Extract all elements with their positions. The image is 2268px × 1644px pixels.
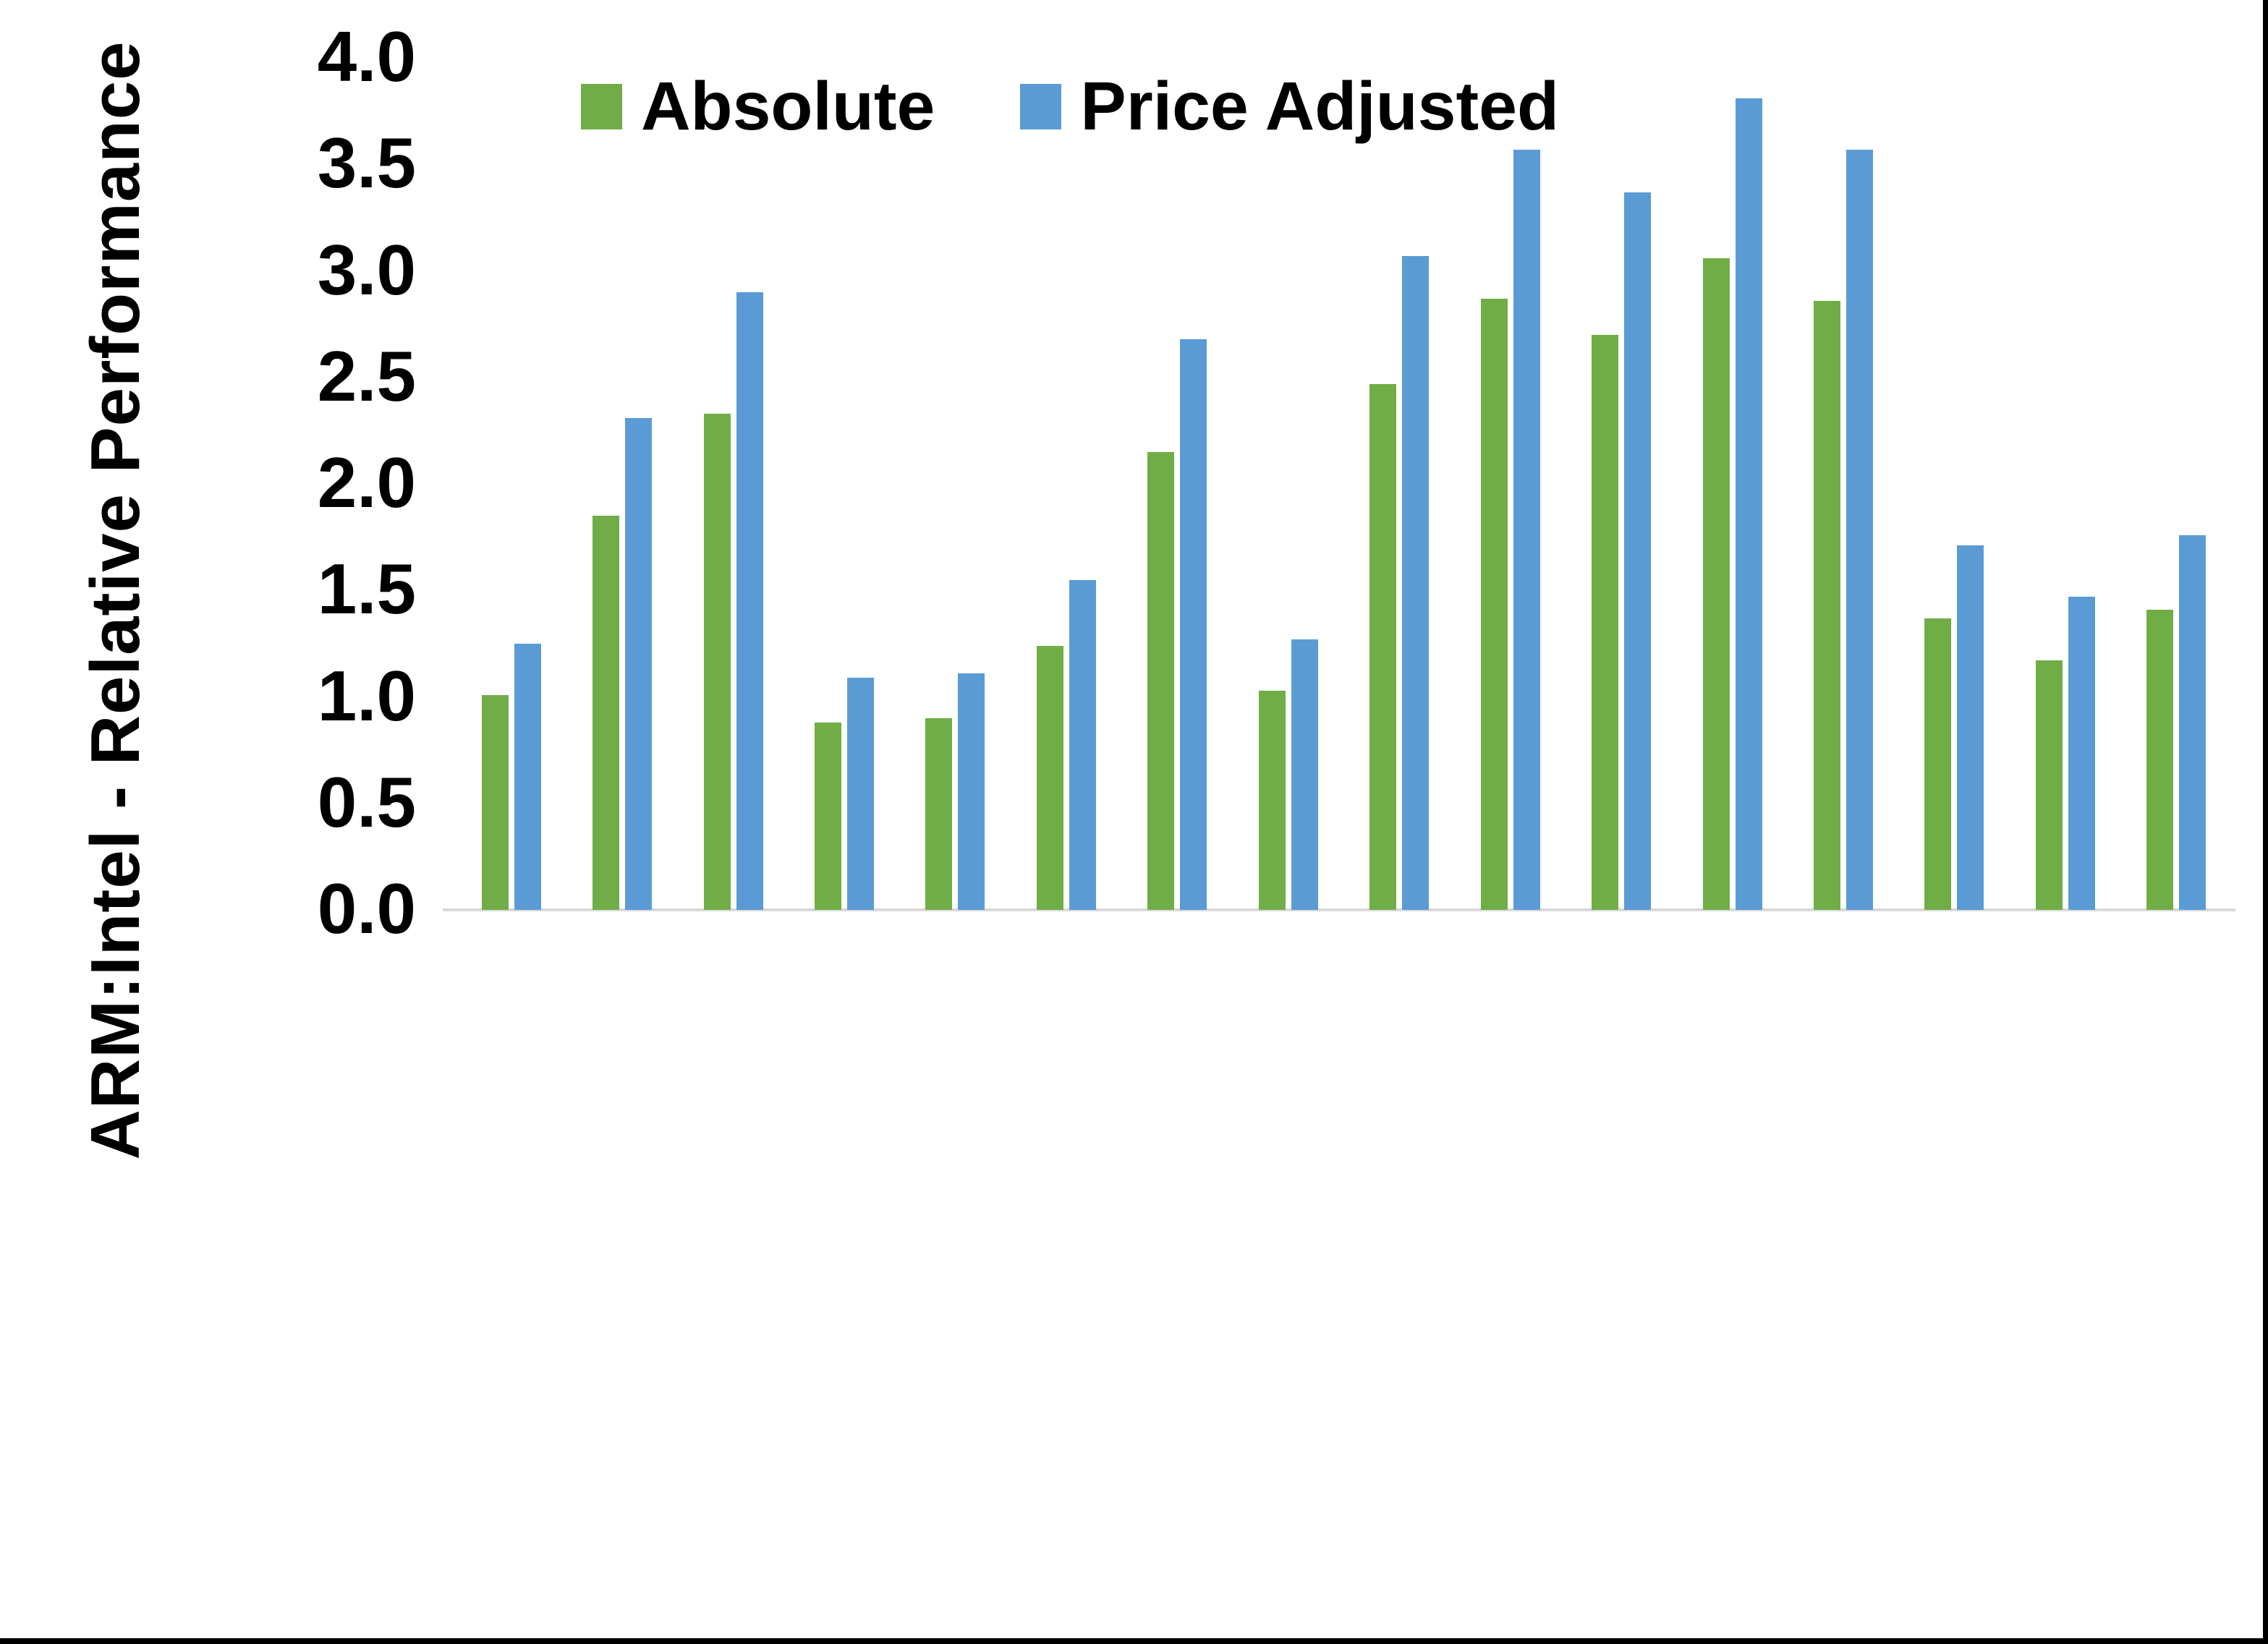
bar-absolute-pgzip-best-speed [1369,383,1397,910]
bar-absolute-zstd-fastest [2146,609,2174,910]
bar-absolute-s2-parallel-8 [1813,300,1840,910]
bar-group-s2-better [1455,58,1566,910]
bar-group-s2-default [1566,58,1676,910]
plot-area [456,58,2232,910]
bar-absolute-s2-parallel-4 [1702,257,1730,910]
bar-price-adjusted-zstd [1957,545,1984,910]
bar-price-adjusted-s2-parallel-8 [1846,149,1873,910]
bar-group-deflate-default [678,58,789,910]
bar-group-pgzip [1122,58,1233,910]
bar-absolute-pgzip [1147,451,1175,910]
bar-absolute-deflate-best-speed [593,516,620,910]
bar-group-gzip-best-speed [1011,58,1121,910]
bar-absolute-deflate-best-compression [481,694,509,910]
bar-group-pgzip-best-speed [1344,58,1455,910]
legend-label: Absolute [640,68,935,145]
y-tick-label-3.0: 3.0 [317,229,416,310]
bar-absolute-deflate-default [703,413,731,910]
x-axis-line [443,908,2235,911]
bar-price-adjusted-s2-better [1513,149,1540,910]
y-tick-label-4.0: 4.0 [317,17,416,97]
bar-absolute-s2-better [1480,298,1508,910]
legend-item-price-adjusted: Price Adjusted [1020,72,1559,141]
legend-swatch-icon [1020,84,1062,129]
bar-price-adjusted-deflate-best-compression [514,643,541,910]
bar-price-adjusted-zstd-fastest [2179,534,2207,910]
bar-group-s2-parallel-8 [1788,58,1898,910]
bar-price-adjusted-pgzip-best-compression [1291,639,1318,910]
legend-item-absolute: Absolute [580,68,935,145]
bar-price-adjusted-deflate-best-speed [625,417,653,910]
bar-absolute-pgzip-best-compression [1258,690,1286,910]
y-tick-label-0.5: 0.5 [317,762,416,842]
bar-group-zstd-better-compression [2010,58,2120,910]
legend-label: Price Adjusted [1080,68,1560,145]
bar-price-adjusted-pgzip [1180,338,1207,910]
bar-group-deflate-best-compression [456,58,566,910]
legend-swatch-icon [580,84,622,129]
bar-group-deflate-best-speed [566,58,677,910]
y-tick-label-1.0: 1.0 [317,655,416,736]
bar-group-pgzip-best-compression [1233,58,1343,910]
bar-absolute-gzip-best-compression [925,717,953,910]
bar-price-adjusted-s2-default [1624,192,1652,910]
bar-price-adjusted-pgzip-best-speed [1402,255,1430,910]
bar-price-adjusted-zstd-better-compression [2068,597,2095,910]
bar-absolute-s2-default [1592,334,1619,910]
bar-price-adjusted-gzip [847,678,875,910]
bar-price-adjusted-gzip-best-speed [1069,579,1096,910]
bar-price-adjusted-gzip-best-compression [958,673,985,910]
legend: Absolute Price Adjusted [0,72,2201,141]
y-tick-label-1.5: 1.5 [317,549,416,629]
bar-absolute-zstd-better-compression [2035,660,2063,910]
bar-group-zstd-fastest [2121,58,2232,910]
bar-group-gzip-best-compression [900,58,1011,910]
bar-price-adjusted-deflate-default [736,291,763,910]
bar-price-adjusted-s2-parallel-4 [1735,98,1762,910]
y-tick-label-2.5: 2.5 [317,336,416,416]
bar-group-gzip [789,58,899,910]
y-tick-label-3.5: 3.5 [317,123,416,203]
y-tick-label-2.0: 2.0 [317,443,416,523]
bar-group-s2-parallel-4 [1677,58,1788,910]
bar-absolute-gzip-best-speed [1036,645,1063,910]
y-tick-label-0.0: 0.0 [317,869,416,949]
bar-absolute-zstd [1924,618,1952,910]
bar-group-zstd [1899,58,2010,910]
bar-absolute-gzip [815,722,842,910]
